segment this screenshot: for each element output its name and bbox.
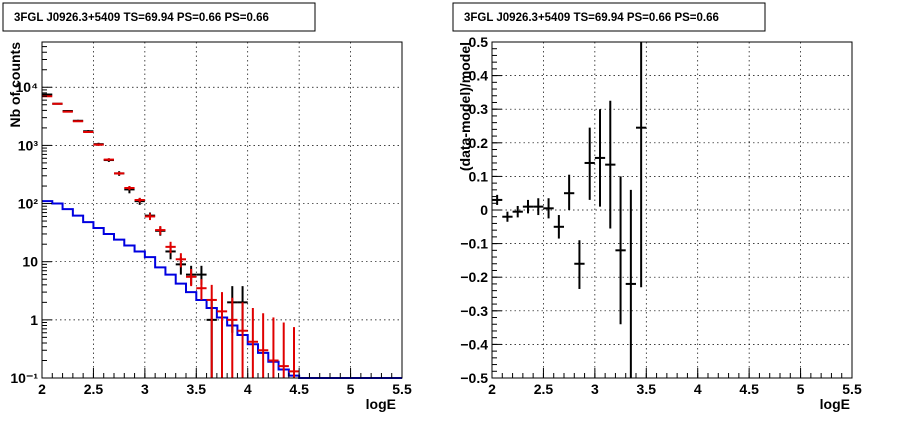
x-tick-label: 3 (591, 381, 599, 397)
counts-title: 3FGL J0926.3+5409 TS=69.94 PS=0.66 PS=0.… (14, 12, 269, 24)
y-tick-label: −0.4 (460, 336, 488, 352)
counts-title-box (2, 2, 316, 32)
residual-point (594, 109, 606, 207)
model-point (103, 158, 114, 161)
residual-point (615, 176, 626, 325)
y-tick-label: −0.1 (460, 236, 488, 252)
residual-point (492, 194, 503, 205)
residual-point (502, 211, 513, 222)
x-tick-label: 2.5 (534, 381, 554, 397)
model-point (165, 241, 176, 254)
model-point (258, 313, 269, 378)
model-point (216, 292, 228, 378)
x-tick-label: 2.5 (84, 381, 104, 397)
residual-point (574, 240, 585, 289)
x-tick-label: 4.5 (289, 381, 309, 397)
model-point (124, 186, 135, 191)
residual-y-axis-title: (data-model)/model (457, 42, 473, 171)
model-points (42, 95, 300, 378)
model-point (83, 130, 94, 133)
residual-points (492, 42, 647, 378)
residual-point (584, 127, 595, 200)
residual-point (625, 189, 636, 378)
residual-title-box (452, 2, 766, 32)
model-point (134, 197, 145, 203)
residual-point (522, 199, 534, 214)
residual-point (564, 174, 575, 210)
y-tick-label: 10³ (18, 137, 39, 153)
model-point (268, 317, 279, 378)
model-point (237, 302, 248, 378)
model-point (144, 213, 156, 221)
residual-point (533, 198, 544, 216)
model-point (62, 110, 73, 113)
residual-point (605, 100, 616, 229)
model-point (227, 297, 238, 378)
residual-panel: 3FGL J0926.3+5409 TS=69.94 PS=0.66 PS=0.… (452, 2, 862, 412)
x-tick-label: 5.5 (392, 381, 412, 397)
counts-axes: 2 2.5 3 3.5 4 4.5 5 5.5 10⁻¹ 1 10 10² 10³ 10⁴ (10, 46, 412, 397)
y-tick-label: 10⁴ (16, 79, 39, 95)
counts-x-axis-title: logE (366, 396, 396, 412)
x-tick-label: 4 (244, 381, 252, 397)
model-point (288, 327, 300, 378)
model-point (186, 268, 197, 287)
counts-panel: 3FGL J0926.3+5409 TS=69.94 PS=0.66 PS=0.… (2, 2, 412, 412)
counts-y-axis-title: Nb of counts (7, 42, 23, 128)
residual-x-axis-title: logE (820, 396, 850, 412)
model-point (52, 102, 63, 105)
model-point (93, 143, 104, 146)
x-tick-label: 3 (141, 381, 149, 397)
residual-point (512, 205, 523, 218)
x-tick-label: 5.5 (842, 381, 862, 397)
residual-title: 3FGL J0926.3+5409 TS=69.94 PS=0.66 PS=0.… (464, 12, 719, 24)
residual-grid (492, 42, 852, 378)
y-tick-label: −0.3 (460, 303, 488, 319)
y-tick-label: 1 (30, 312, 38, 328)
y-tick-label: 0 (480, 202, 488, 218)
y-tick-label: 0.5 (469, 34, 489, 50)
y-tick-label: 10 (22, 254, 38, 270)
y-tick-label: 0.3 (469, 101, 489, 117)
residual-point (636, 42, 647, 288)
model-point (114, 171, 125, 175)
y-tick-label: −0.5 (460, 370, 488, 386)
x-tick-label: 3.5 (637, 381, 657, 397)
residual-point (553, 215, 564, 239)
y-tick-label: 10⁻¹ (10, 370, 38, 386)
y-tick-label: −0.2 (460, 269, 488, 285)
model-point (278, 322, 289, 378)
model-point (206, 284, 217, 378)
model-point (247, 307, 258, 378)
x-tick-label: 2 (38, 381, 46, 397)
y-tick-label: 0.1 (469, 168, 489, 184)
counts-plot-frame (41, 41, 403, 379)
y-tick-label: 0.2 (469, 135, 489, 151)
x-tick-label: 5 (797, 381, 805, 397)
model-point (155, 226, 166, 235)
model-point (175, 253, 186, 268)
model-point (196, 279, 207, 300)
x-tick-label: 4 (694, 381, 702, 397)
y-tick-label: 0.4 (469, 68, 489, 84)
data-point (42, 93, 53, 96)
residual-point (543, 198, 554, 219)
y-tick-label: 10² (18, 196, 39, 212)
x-tick-label: 4.5 (739, 381, 759, 397)
model-point (72, 120, 84, 123)
x-tick-label: 2 (488, 381, 496, 397)
residual-axes: 2 2.5 3 3.5 4 4.5 5 5.5 −0.5 −0.4 −0.3 −0.2 −0.1 0 0.1… (460, 34, 862, 397)
x-tick-label: 5 (347, 381, 355, 397)
x-tick-label: 3.5 (187, 381, 207, 397)
